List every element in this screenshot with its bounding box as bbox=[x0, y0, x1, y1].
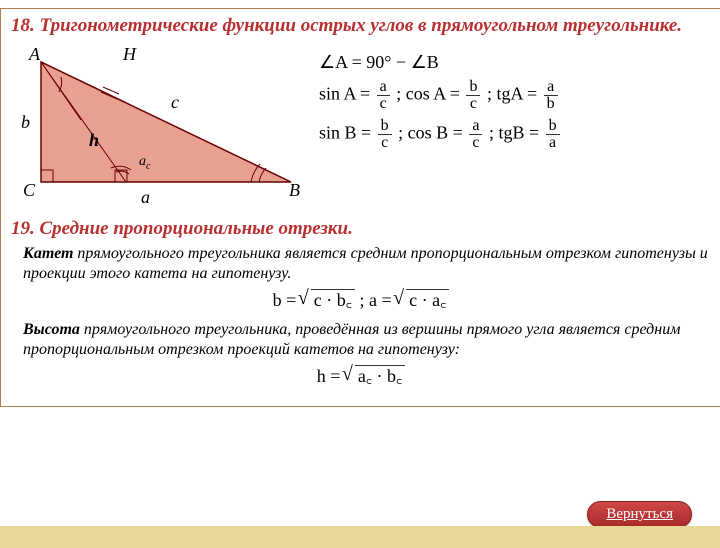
lbl-c: c bbox=[171, 92, 179, 113]
triangle-diagram: A H C B b c a h ac bbox=[11, 42, 311, 212]
lbl-B: B bbox=[289, 180, 300, 201]
lbl-h: h bbox=[89, 130, 99, 151]
section18-row: A H C B b c a h ac ∠A = 90° − ∠B sin A =… bbox=[11, 42, 711, 212]
cosB-l: ; cos B = bbox=[398, 122, 463, 142]
tgA-l: ; tgA = bbox=[487, 83, 537, 103]
triangle-svg bbox=[11, 42, 311, 212]
row-sinB: sin B = bc ; cos B = ac ; tgB = ba bbox=[319, 118, 711, 151]
lbl-H: H bbox=[123, 44, 136, 65]
angle-relation: ∠A = 90° − ∠B bbox=[319, 52, 711, 73]
formula-legs: b = c · b꜀ ; a = c · a꜀ bbox=[11, 288, 711, 312]
p1: Катет прямоугольного треугольника являет… bbox=[23, 244, 711, 284]
lbl-b: b bbox=[21, 112, 30, 133]
lbl-ac: ac bbox=[139, 154, 150, 172]
sinA-l: sin A = bbox=[319, 83, 370, 103]
section18-title: 18. Тригонометрические функции острых уг… bbox=[11, 15, 711, 38]
bottom-bar bbox=[0, 526, 720, 548]
tgB-l: ; tgB = bbox=[489, 122, 539, 142]
lbl-C: C bbox=[23, 180, 35, 201]
formulas-18: ∠A = 90° − ∠B sin A = ac ; cos A = bc ; … bbox=[311, 42, 711, 157]
p1-bold: Катет bbox=[23, 245, 73, 262]
section19-title: 19. Средние пропорциональные отрезки. bbox=[11, 218, 711, 240]
formula-height: h = a꜀ · b꜀ bbox=[11, 364, 711, 388]
p2-bold: Высота bbox=[23, 321, 80, 338]
lbl-a: a bbox=[141, 187, 150, 208]
sinB-l: sin B = bbox=[319, 122, 371, 142]
row-sinA: sin A = ac ; cos A = bc ; tgA = ab bbox=[319, 79, 711, 112]
slide-card: 18. Тригонометрические функции острых уг… bbox=[0, 8, 720, 407]
lbl-A: A bbox=[29, 44, 40, 65]
return-button[interactable]: Вернуться bbox=[587, 501, 692, 528]
p1-rest: прямоугольного треугольника является сре… bbox=[23, 245, 708, 282]
p2-rest: прямоугольного треугольника, проведённая… bbox=[23, 321, 680, 358]
p2: Высота прямоугольного треугольника, пров… bbox=[23, 320, 711, 360]
cosA-l: ; cos A = bbox=[396, 83, 460, 103]
